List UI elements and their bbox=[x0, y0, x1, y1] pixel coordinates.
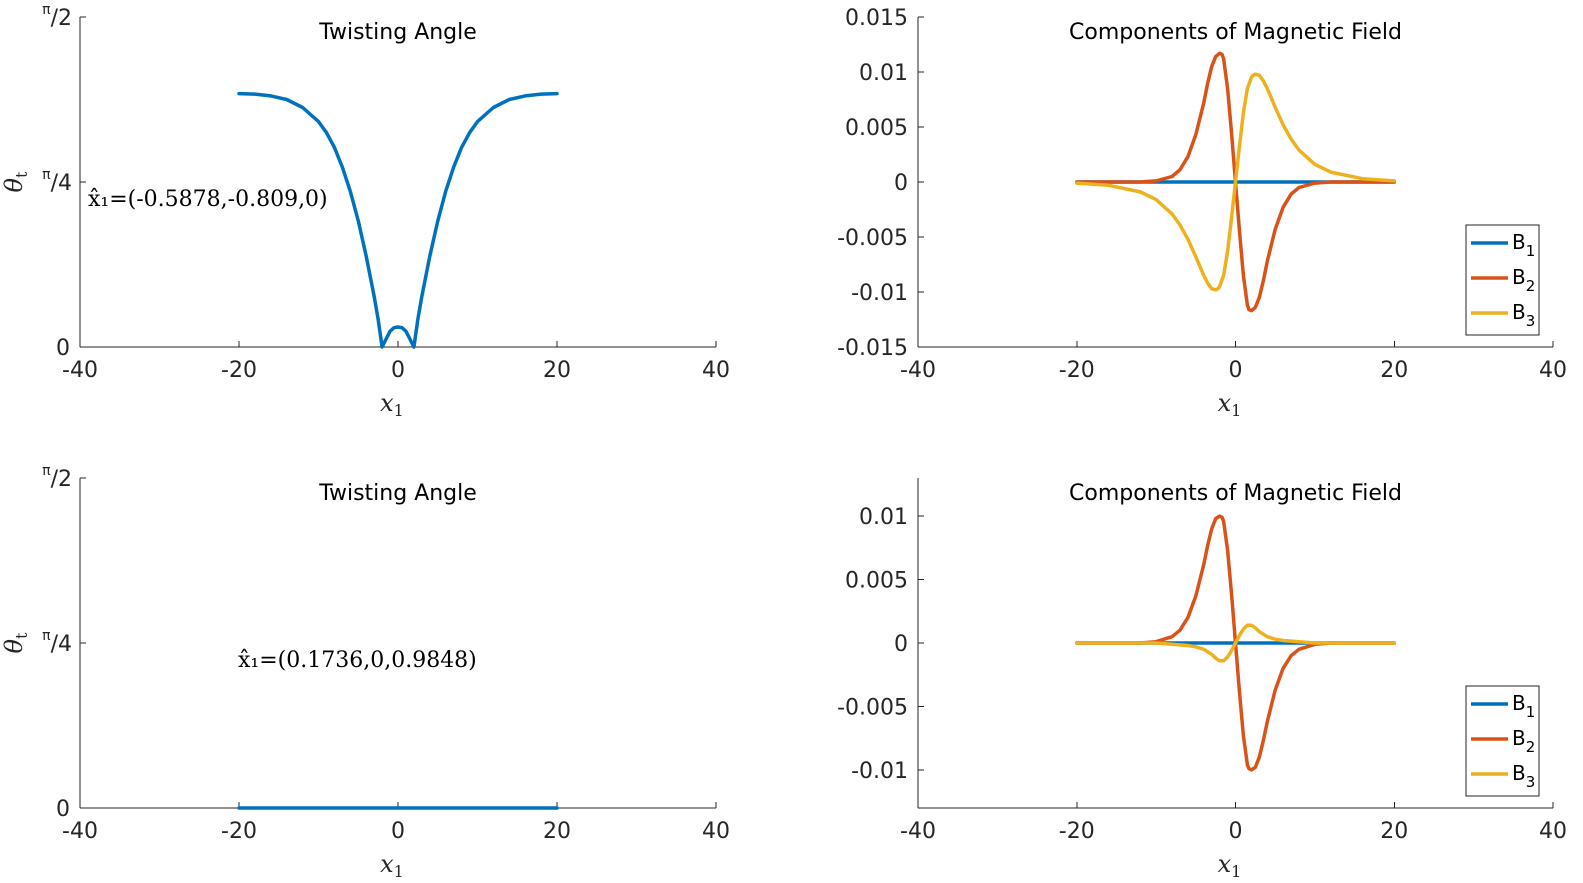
y-tick-label: -0.005 bbox=[837, 226, 908, 251]
y-tick-label: -0.005 bbox=[837, 695, 908, 720]
y-axis-label: θt bbox=[0, 171, 31, 192]
chart-panel-2: -40 -20 0 20 40 -0.015 -0.01 -0.005 0 0.005 0.01 0.… bbox=[837, 6, 1567, 420]
y-tick-label: π/4 bbox=[42, 628, 72, 657]
y-tick-label: 0.01 bbox=[859, 505, 908, 530]
x-axis-label: x1 bbox=[1218, 850, 1242, 881]
y-tick-label: 0.005 bbox=[845, 569, 908, 594]
x-tick-label: -20 bbox=[1059, 358, 1095, 383]
annotation-text: x̂₁=(0.1736,0,0.9848) bbox=[238, 648, 477, 673]
x-tick-label: -40 bbox=[62, 358, 98, 383]
x-axis-label: x1 bbox=[380, 389, 404, 420]
y-tick-label: -0.01 bbox=[851, 759, 908, 784]
x-tick-label: -20 bbox=[221, 819, 257, 844]
y-tick-label: -0.01 bbox=[851, 281, 908, 306]
x-tick-label: -40 bbox=[900, 819, 936, 844]
y-tick-label: 0.01 bbox=[859, 61, 908, 86]
x-tick-label: -40 bbox=[900, 358, 936, 383]
chart-title: Twisting Angle bbox=[318, 20, 477, 45]
x-tick-label: 40 bbox=[702, 819, 730, 844]
chart-panel-1: -40 -20 0 20 40 0 π/4 π/2 Twisting Angle x1 θt x̂₁=… bbox=[0, 2, 730, 420]
chart-title: Twisting Angle bbox=[318, 481, 477, 506]
x-tick-label: 20 bbox=[1380, 819, 1408, 844]
chart-panel-4: -40 -20 0 20 40 -0.01 -0.005 0 0.005 0.01 Componen… bbox=[837, 478, 1567, 881]
y-tick-label: π/2 bbox=[42, 463, 72, 492]
annotation-text: x̂₁=(-0.5878,-0.809,0) bbox=[88, 187, 328, 212]
y-axis-label: θt bbox=[0, 632, 31, 653]
x-tick-label: -20 bbox=[221, 358, 257, 383]
y-tick-label: 0.005 bbox=[845, 116, 908, 141]
x-tick-label: 0 bbox=[1229, 819, 1243, 844]
chart-panel-3: -40 -20 0 20 40 0 π/4 π/2 Twisting Angle x1 θt x̂₁=… bbox=[0, 463, 730, 881]
x-tick-label: 40 bbox=[1539, 358, 1567, 383]
x-tick-label: 40 bbox=[1539, 819, 1567, 844]
series-line-theta bbox=[237, 91, 559, 349]
x-tick-label: -20 bbox=[1059, 819, 1095, 844]
y-tick-label: π/2 bbox=[42, 2, 72, 31]
y-tick-label: 0 bbox=[894, 632, 908, 657]
series-line-b3 bbox=[1075, 72, 1397, 292]
y-tick-label: 0 bbox=[56, 797, 70, 822]
y-tick-label: π/4 bbox=[42, 167, 72, 196]
y-tick-label: -0.015 bbox=[837, 336, 908, 361]
x-tick-label: 20 bbox=[543, 819, 571, 844]
x-axis-label: x1 bbox=[380, 850, 404, 881]
x-tick-label: 0 bbox=[391, 819, 405, 844]
x-tick-label: -40 bbox=[62, 819, 98, 844]
y-tick-label: 0 bbox=[56, 336, 70, 361]
chart-title: Components of Magnetic Field bbox=[1069, 481, 1402, 506]
x-tick-label: 40 bbox=[702, 358, 730, 383]
x-tick-label: 0 bbox=[391, 358, 405, 383]
series-line-b3 bbox=[1075, 623, 1397, 663]
y-tick-label: 0.015 bbox=[845, 6, 908, 31]
x-axis-label: x1 bbox=[1218, 389, 1242, 420]
chart-title: Components of Magnetic Field bbox=[1069, 20, 1402, 45]
x-tick-label: 0 bbox=[1229, 358, 1243, 383]
x-tick-label: 20 bbox=[1380, 358, 1408, 383]
y-tick-label: 0 bbox=[894, 171, 908, 196]
x-tick-label: 20 bbox=[543, 358, 571, 383]
